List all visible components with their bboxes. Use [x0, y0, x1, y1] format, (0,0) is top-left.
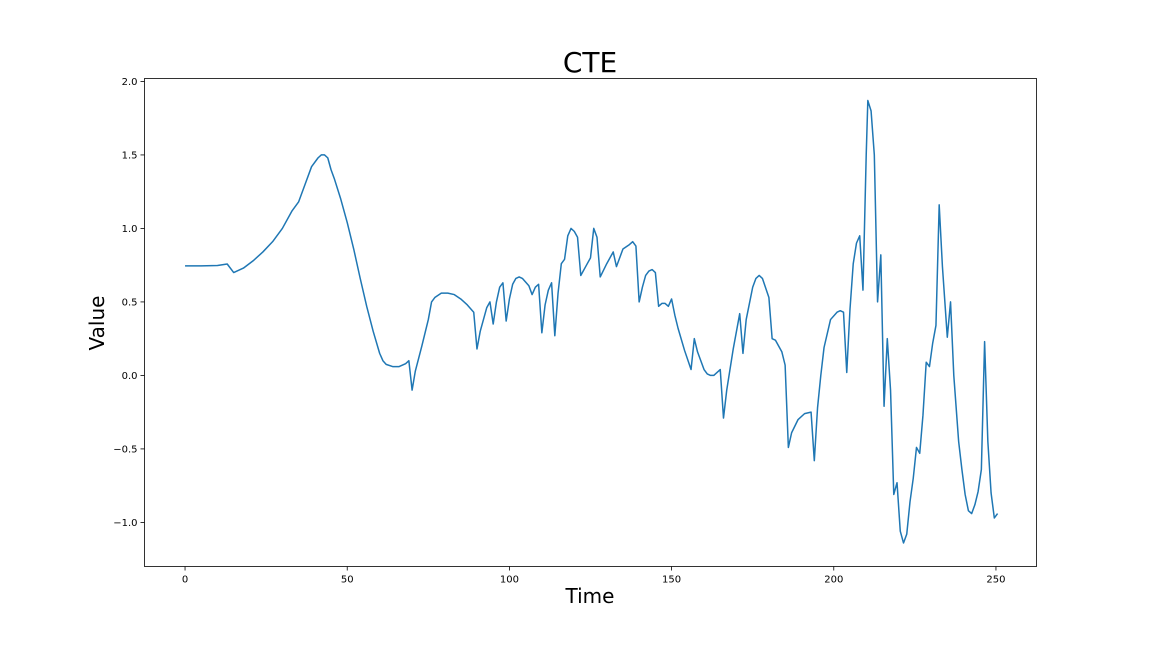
- x-tick-label: 100: [500, 575, 519, 586]
- series-line: [185, 99, 999, 544]
- x-tick-label: 0: [182, 575, 188, 586]
- y-tick-label: 1.0: [122, 224, 138, 235]
- y-axis-ticks: −1.0 −0.5 0.0 0.5 1.0 1.5 2.0: [113, 77, 145, 529]
- x-axis-ticks: 0 50 100 150 200 250: [182, 566, 1006, 586]
- x-axis-label: Time: [565, 584, 615, 608]
- y-axis-label: Value: [85, 296, 109, 351]
- x-tick-label: 50: [341, 575, 354, 586]
- x-tick-label: 150: [662, 575, 681, 586]
- y-tick-label: 0.5: [122, 297, 138, 308]
- series-layer: [185, 99, 999, 544]
- y-tick-label: 2.0: [122, 77, 138, 88]
- x-tick-label: 250: [986, 575, 1005, 586]
- plot-area-frame: [144, 78, 1037, 567]
- chart-title: CTE: [563, 46, 617, 79]
- y-tick-label: −0.5: [113, 444, 137, 455]
- y-tick-label: 1.5: [122, 150, 138, 161]
- y-tick-label: −1.0: [113, 518, 137, 529]
- y-tick-label: 0.0: [122, 371, 138, 382]
- x-tick-label: 200: [824, 575, 843, 586]
